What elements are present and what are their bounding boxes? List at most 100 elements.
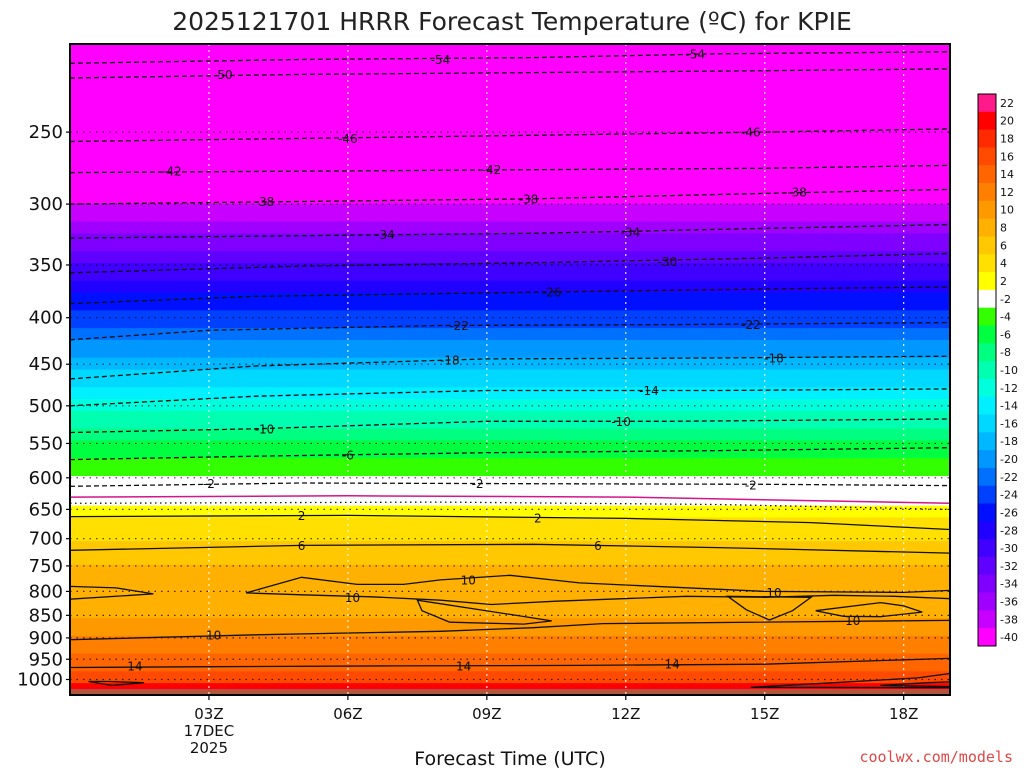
x-tick-label: 06Z (333, 705, 362, 723)
fill-band (70, 410, 950, 418)
y-tick-label: 700 (29, 529, 63, 550)
contour-label: 2 (298, 509, 306, 523)
contour-line (69, 321, 951, 341)
colorbar-swatch (978, 610, 996, 629)
contour-label: -2 (745, 478, 757, 492)
colorbar-swatch (978, 129, 996, 148)
fill-band (70, 594, 950, 601)
contour-closed (725, 595, 814, 621)
fill-band (70, 464, 950, 471)
contour-label: -10 (255, 422, 275, 436)
contour-label: 2 (534, 511, 542, 525)
contour-closed (88, 680, 145, 687)
fill-band (70, 641, 950, 649)
fill-band (70, 227, 950, 234)
contour-line (69, 388, 951, 407)
fill-band (70, 156, 950, 163)
fill-band (70, 623, 950, 631)
colorbar-swatch (978, 378, 996, 398)
colorbar-swatch (978, 574, 996, 594)
fill-band (70, 351, 950, 359)
plot-frame (69, 43, 951, 696)
fill-band (70, 481, 950, 489)
colorbar-label: -14 (1000, 400, 1018, 413)
fill-band (70, 375, 950, 382)
fill-band (70, 126, 950, 134)
contour-label: -34 (375, 228, 395, 242)
fill-band (70, 79, 950, 87)
colorbar-label: 10 (1000, 204, 1014, 217)
fill-band (70, 138, 950, 146)
contour-label: -6 (342, 448, 354, 462)
colorbar-label: -4 (1000, 311, 1011, 324)
credit-text: coolwx.com/models (859, 748, 1013, 766)
colorbar-swatch (978, 325, 996, 344)
colorbar-swatch (978, 450, 996, 469)
fill-band (70, 180, 950, 187)
colorbar-label: -2 (1000, 293, 1011, 306)
x-tick-sublabel: 17DEC (184, 722, 235, 740)
fill-band (70, 671, 950, 678)
fill-band (70, 67, 950, 75)
colorbar-swatch (978, 556, 996, 576)
fill-band (70, 333, 950, 341)
fill-band (70, 558, 950, 566)
colorbar-swatch (978, 539, 996, 558)
y-tick-label: 1000 (17, 670, 63, 691)
contour-label: -54 (685, 47, 705, 61)
contour-label: -50 (213, 68, 233, 82)
colorbar-label: -12 (1000, 382, 1018, 395)
fill-band (70, 523, 950, 530)
colorbar-label: 16 (1000, 150, 1014, 163)
fill-band (70, 292, 950, 300)
colorbar-label: 2 (1000, 275, 1007, 288)
fill-band (70, 369, 950, 377)
fill-band (70, 363, 950, 371)
contour-line (69, 252, 951, 274)
colorbar: 22 20 18 16 14 12 10 8 6 4 2 -2 -4 -6 -8 -10 -12 -14 -16 -1… (977, 93, 1018, 647)
pressure-axis: 2503003504004505005506006507007508008509… (17, 122, 70, 691)
fill-band (70, 304, 950, 311)
contour-label: -22 (741, 318, 761, 332)
colorbar-swatch (978, 343, 996, 362)
fill-band (70, 150, 950, 158)
fill-band (70, 61, 950, 69)
fill-band (70, 280, 950, 288)
contour-label: -18 (764, 352, 784, 366)
y-tick-label: 750 (29, 556, 63, 577)
colorbar-swatch (978, 165, 996, 184)
fill-band (70, 120, 950, 128)
contour-line (69, 619, 951, 641)
fill-band (70, 55, 950, 63)
fill-band (70, 44, 950, 51)
contour-label: -22 (449, 319, 469, 333)
contour-line (69, 128, 951, 143)
fill-band (70, 174, 950, 181)
fill-band (70, 239, 950, 246)
fill-band (70, 629, 950, 637)
colorbar-label: 12 (1000, 186, 1014, 199)
x-axis-label: Forecast Time (UTC) (414, 748, 605, 768)
y-tick-label: 450 (29, 354, 63, 375)
contour-line (69, 657, 951, 669)
x-tick-label: 03Z (194, 705, 223, 723)
fill-band (70, 511, 950, 519)
fill-band (70, 393, 950, 400)
contour-line (69, 51, 951, 64)
fill-band (70, 582, 950, 590)
fill-band (70, 535, 950, 542)
fill-band (70, 422, 950, 430)
contour-label: -10 (611, 415, 631, 429)
colorbar-swatch (978, 432, 996, 451)
fill-band (70, 665, 950, 672)
fill-band (70, 91, 950, 98)
contour-label: -46 (338, 132, 358, 146)
fill-band (70, 262, 950, 270)
fill-band (70, 517, 950, 524)
colorbar-swatch (978, 254, 996, 273)
colorbar-swatch (978, 521, 996, 540)
fill-band (70, 233, 950, 240)
colorbar-label: -6 (1000, 328, 1011, 341)
colorbar-label: -8 (1000, 346, 1011, 359)
